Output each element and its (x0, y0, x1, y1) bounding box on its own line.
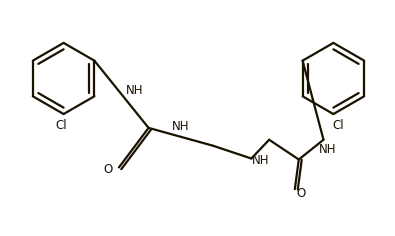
Text: NH: NH (126, 84, 143, 97)
Text: NH: NH (319, 143, 337, 156)
Text: Cl: Cl (333, 119, 344, 132)
Text: O: O (104, 163, 113, 176)
Text: NH: NH (252, 155, 269, 168)
Text: O: O (297, 187, 306, 200)
Text: NH: NH (172, 120, 190, 133)
Text: Cl: Cl (56, 119, 68, 132)
